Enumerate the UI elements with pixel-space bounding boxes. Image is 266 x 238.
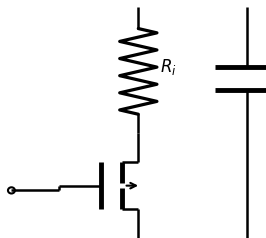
Text: $R_i$: $R_i$ (160, 57, 176, 77)
